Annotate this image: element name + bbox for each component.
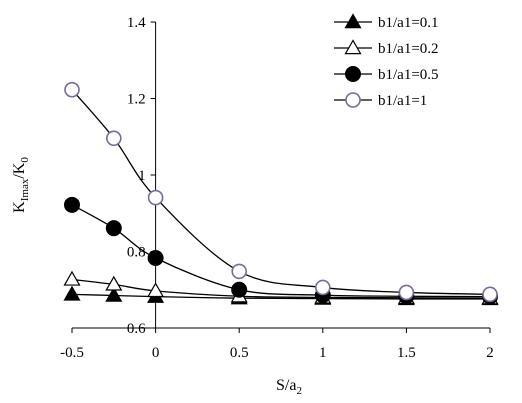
data-point xyxy=(63,270,81,286)
series-line xyxy=(71,89,491,295)
legend-marker xyxy=(344,39,362,55)
data-point xyxy=(398,284,415,301)
data-point xyxy=(105,220,122,237)
x-tick-label: 0.5 xyxy=(230,345,249,361)
y-tick-label: 1.4 xyxy=(127,15,146,31)
legend: b1/a1=0.1 b1/a1=0.2 b1/a1=0.5 b1/a1=1 xyxy=(334,13,439,109)
y-tick-label: 0.8 xyxy=(127,245,146,261)
y-axis-title: KImax/K0 xyxy=(11,157,31,213)
x-tick-label: 1.5 xyxy=(397,345,416,361)
data-point xyxy=(105,286,123,302)
data-point xyxy=(105,275,123,291)
y-tick-label: 1 xyxy=(138,168,146,184)
y-tick-label: 1.2 xyxy=(127,92,146,108)
data-point xyxy=(147,189,164,206)
legend-label: b1/a1=0.5 xyxy=(378,67,439,83)
legend-marker xyxy=(345,66,361,82)
x-tick-label: 2 xyxy=(486,345,494,361)
data-point xyxy=(482,286,498,303)
data-point xyxy=(231,263,247,280)
y-tick-label: 0.6 xyxy=(127,321,146,337)
legend-item: b1/a1=0.2 xyxy=(334,39,439,57)
x-axis-title: S/a2 xyxy=(276,377,302,397)
series-1 xyxy=(63,285,499,306)
legend-marker xyxy=(344,13,362,29)
data-point xyxy=(147,282,165,298)
series-layer xyxy=(63,81,499,306)
legend-label: b1/a1=0.1 xyxy=(378,15,439,31)
x-tick-label: 1 xyxy=(319,345,327,361)
data-point xyxy=(63,285,81,301)
data-point xyxy=(147,250,164,267)
series-line xyxy=(71,278,491,299)
x-tick-label: -0.5 xyxy=(60,345,84,361)
series-4 xyxy=(64,81,498,303)
data-point xyxy=(64,81,80,98)
legend-label: b1/a1=1 xyxy=(378,93,427,109)
data-point xyxy=(314,279,331,296)
data-point xyxy=(106,130,122,147)
data-point xyxy=(231,281,248,298)
legend-item: b1/a1=0.5 xyxy=(334,66,439,83)
legend-marker xyxy=(345,92,361,108)
axes: -0.5 0 0.5 1 1.5 2 0.6 0.8 1 1.2 1.4 xyxy=(60,15,494,361)
legend-label: b1/a1=0.2 xyxy=(378,41,439,57)
x-tick-label: 0 xyxy=(152,345,160,361)
legend-item: b1/a1=0.1 xyxy=(334,13,439,31)
legend-item: b1/a1=1 xyxy=(334,92,427,109)
data-point xyxy=(64,196,80,213)
